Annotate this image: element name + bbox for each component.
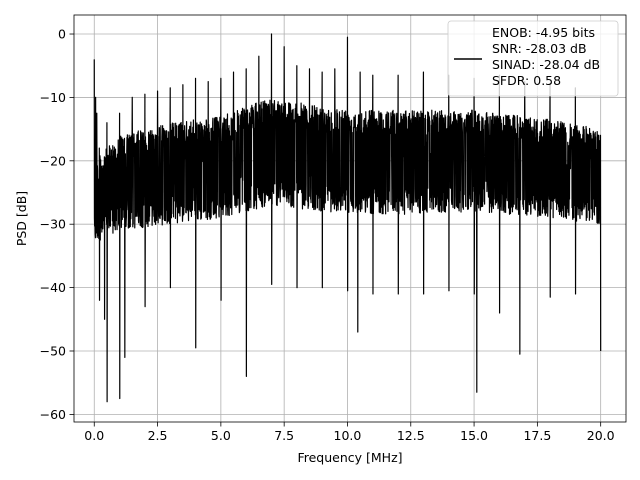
x-tick-label: 5.0: [211, 428, 231, 443]
legend-entry: SFDR: 0.58: [492, 73, 561, 88]
x-tick-label: 10.0: [334, 428, 362, 443]
x-tick-label: 20.0: [587, 428, 615, 443]
x-tick-label: 17.5: [523, 428, 551, 443]
x-tick-label: 12.5: [397, 428, 425, 443]
legend-entry: ENOB: -4.95 bits: [492, 25, 595, 40]
y-tick-label: −40: [40, 280, 66, 295]
legend-entry: SINAD: -28.04 dB: [492, 57, 600, 72]
y-tick-label: −20: [40, 153, 66, 168]
y-tick-label: −50: [40, 343, 66, 358]
axes-frame: [73, 14, 627, 423]
y-tick-label: 0: [58, 27, 66, 42]
x-tick-label: 15.0: [460, 428, 488, 443]
x-axis-label: Frequency [MHz]: [297, 450, 402, 465]
y-tick-label: −30: [40, 217, 66, 232]
y-tick-label: −10: [40, 90, 66, 105]
x-tick-label: 2.5: [148, 428, 168, 443]
psd-series: [93, 33, 602, 403]
x-tick-label: 7.5: [274, 428, 294, 443]
axes: 0.0 2.5 5.0 7.5 10.0 12.5 15.0 17.5 20.0 0 −10 −20 −…: [40, 14, 627, 443]
y-axis-label: PSD [dB]: [14, 191, 29, 246]
legend-box: [447, 20, 619, 97]
x-tick-label: 0.0: [84, 428, 104, 443]
y-tick-label: −60: [40, 407, 66, 422]
psd-line: [93, 33, 602, 403]
legend-entry: SNR: -28.03 dB: [492, 41, 587, 56]
